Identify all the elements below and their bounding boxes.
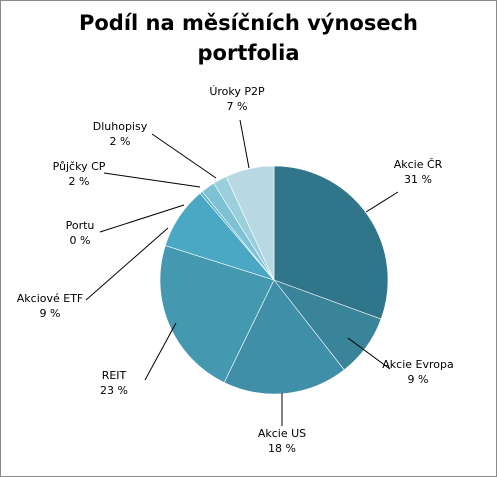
slice-value-label: 31 % [404,173,432,186]
slice-name-label: Akcie US [258,427,306,440]
slice-name-label: Akcie Evropa [382,358,453,371]
slice-value-label: 2 % [69,175,90,188]
pie-slice-3 [223,279,345,395]
slice-name-label: Portu [66,219,95,232]
slice-name-label: Úroky P2P [209,85,265,98]
slice-name-label: Akcie ČR [394,158,443,171]
slice-value-label: 9 % [40,307,61,320]
slice-name-label: Půjčky CP [53,160,106,173]
slice-value-label: 23 % [100,384,128,397]
leader-line-6 [99,204,185,233]
slice-value-label: 0 % [70,234,91,247]
slice-value-label: 7 % [227,100,248,113]
pie-slice-4 [159,245,275,383]
leader-line-4 [144,322,177,381]
leader-line-8 [151,133,217,179]
pie-slice-9 [225,165,275,281]
slice-name-label: Akciové ETF [17,292,84,305]
slice-name-label: Dluhopisy [93,120,148,133]
leader-line-7 [103,172,201,188]
chart-title-line-1: Podíl na měsíčních výnosech [78,11,418,35]
leader-line-9 [239,119,250,169]
leader-line-2 [347,337,391,370]
chart-title: Podíl na měsíčních výnosech portfolia [0,8,497,68]
chart-title-line-2: portfolia [197,41,300,65]
slice-name-label: REIT [102,369,127,382]
slice-value-label: 9 % [408,373,429,386]
pie-slice-1 [273,165,389,320]
leader-line-5 [85,227,169,301]
slice-value-label: 18 % [268,442,296,455]
slice-value-label: 2 % [110,135,131,148]
leader-line-1 [365,191,399,213]
